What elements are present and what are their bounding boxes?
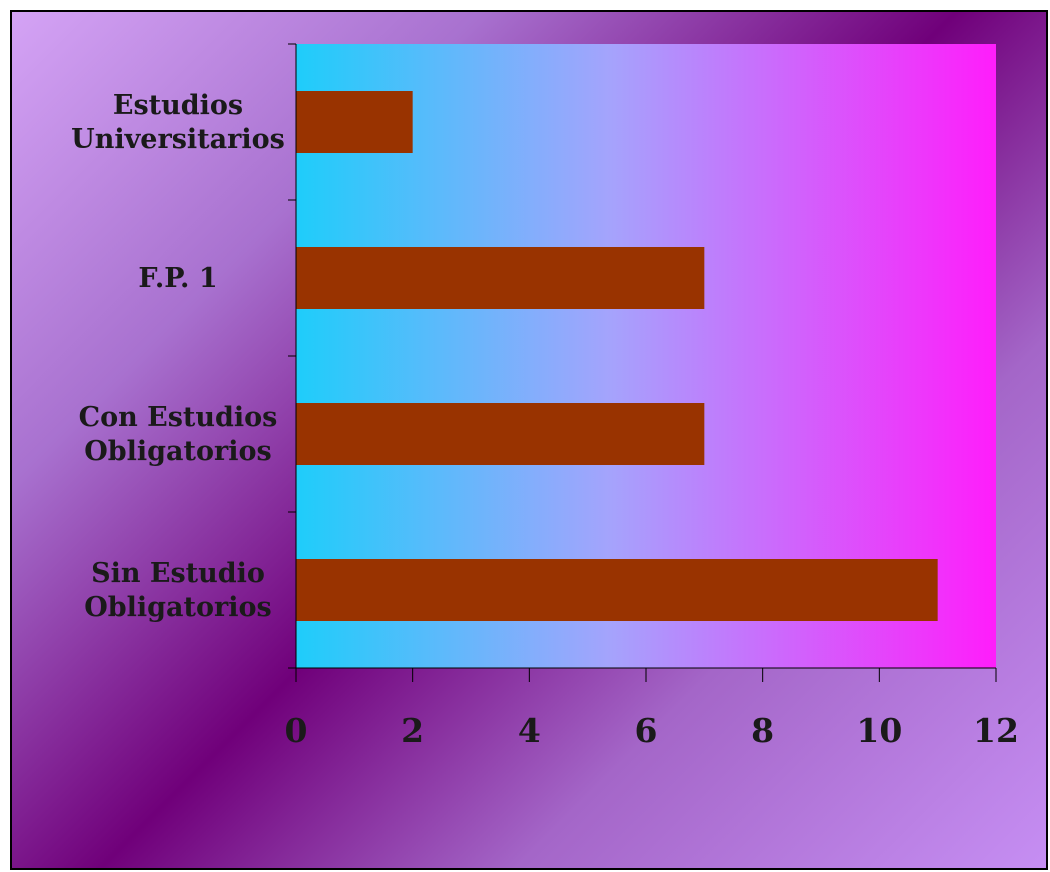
category-label-line: Con Estudios	[79, 402, 278, 433]
category-label-3: Estudios Universitarios	[71, 90, 285, 155]
chart-frame: Sin Estudio Obligatorios Con Estudios Oblig…	[10, 10, 1048, 870]
x-tick-label: 10	[856, 711, 902, 750]
x-tick-label: 8	[751, 711, 774, 750]
x-tick-label: 0	[285, 711, 308, 750]
bar-3	[296, 91, 413, 153]
category-label-line: F.P. 1	[138, 263, 217, 294]
category-label-1: Con Estudios Obligatorios	[79, 402, 278, 467]
category-label-line: Universitarios	[71, 124, 285, 155]
x-tick-label: 2	[401, 711, 424, 750]
category-label-line: Obligatorios	[84, 436, 271, 467]
bar-1	[296, 403, 705, 465]
category-label-line: Sin Estudio	[91, 558, 265, 589]
x-tick-label: 6	[635, 711, 658, 750]
x-tick-label: 12	[973, 711, 1019, 750]
category-label-line: Obligatorios	[84, 592, 271, 623]
x-tick-label: 4	[518, 711, 541, 750]
category-label-0: Sin Estudio Obligatorios	[84, 558, 271, 623]
category-label-line: Estudios	[113, 90, 243, 121]
bar-0	[296, 559, 938, 621]
bar-2	[296, 247, 705, 309]
category-label-2: F.P. 1	[138, 263, 217, 294]
